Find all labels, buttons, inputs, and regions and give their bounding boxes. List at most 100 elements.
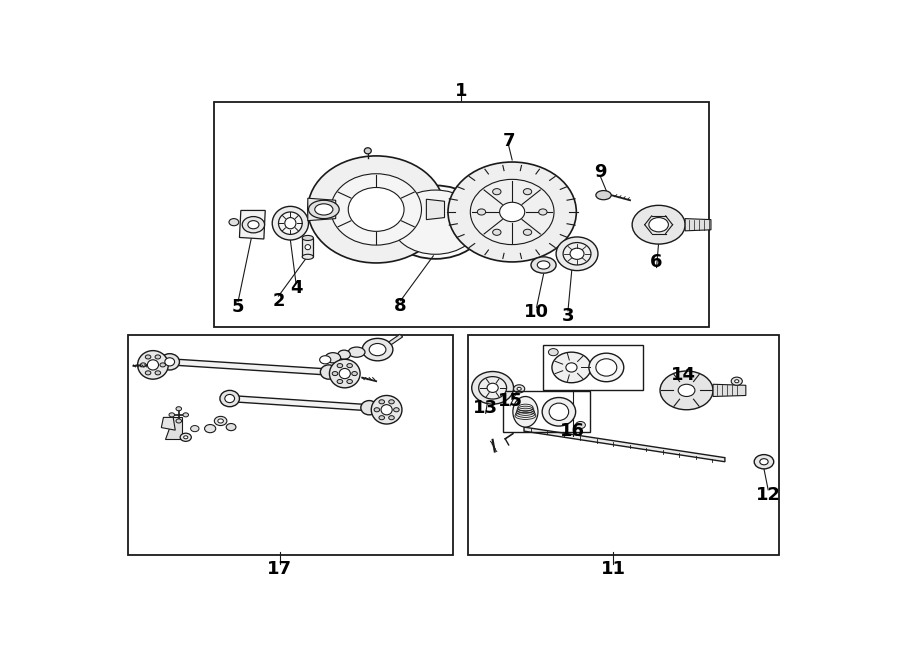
Polygon shape [170,359,328,375]
Circle shape [226,424,236,431]
Ellipse shape [284,218,296,229]
Ellipse shape [305,244,310,250]
Ellipse shape [479,377,507,399]
Circle shape [760,459,768,465]
Ellipse shape [329,359,360,388]
Circle shape [184,436,188,439]
Circle shape [392,190,480,254]
Circle shape [218,419,223,423]
Circle shape [214,416,227,426]
Circle shape [374,408,380,412]
Circle shape [229,218,238,226]
Text: 7: 7 [502,132,515,150]
Ellipse shape [556,237,598,271]
Ellipse shape [320,355,331,364]
Circle shape [754,455,774,469]
Polygon shape [427,199,445,220]
Ellipse shape [338,350,350,359]
Ellipse shape [487,383,499,393]
Ellipse shape [220,391,239,406]
Polygon shape [165,418,182,440]
Ellipse shape [531,257,556,273]
Ellipse shape [472,371,514,404]
Polygon shape [161,418,176,430]
Circle shape [242,216,265,233]
Ellipse shape [364,148,372,154]
Ellipse shape [308,156,445,263]
Ellipse shape [225,395,235,402]
Circle shape [379,400,384,404]
Circle shape [362,338,393,361]
Text: 13: 13 [473,399,499,417]
Ellipse shape [339,369,350,379]
Circle shape [160,363,166,367]
Circle shape [338,379,343,383]
Ellipse shape [596,191,611,200]
Ellipse shape [552,352,591,383]
Polygon shape [308,198,336,220]
Circle shape [338,363,343,367]
Polygon shape [713,384,746,397]
Text: 10: 10 [524,303,549,321]
Circle shape [518,387,521,391]
Polygon shape [239,211,266,239]
Polygon shape [524,427,724,462]
Ellipse shape [596,359,617,376]
Circle shape [191,426,199,432]
Ellipse shape [542,397,576,426]
Text: 1: 1 [455,81,467,100]
Ellipse shape [649,218,669,232]
Circle shape [145,371,151,375]
Circle shape [352,371,357,375]
Circle shape [492,189,501,195]
Ellipse shape [348,347,365,357]
Text: 8: 8 [394,297,407,314]
Ellipse shape [160,354,179,370]
Ellipse shape [320,365,338,379]
Text: 3: 3 [562,307,574,325]
Ellipse shape [148,360,158,370]
Ellipse shape [549,403,569,420]
Circle shape [369,344,386,355]
Circle shape [176,419,182,423]
Circle shape [576,422,585,428]
Circle shape [248,220,259,229]
Ellipse shape [381,404,392,415]
Circle shape [492,229,501,235]
Ellipse shape [566,363,577,372]
Text: 5: 5 [232,298,244,316]
Text: 15: 15 [498,392,523,410]
Ellipse shape [309,200,339,218]
Circle shape [176,406,182,410]
Text: 9: 9 [595,164,607,181]
Ellipse shape [660,371,713,410]
Ellipse shape [331,173,421,245]
Ellipse shape [537,261,550,269]
Ellipse shape [563,242,591,265]
Ellipse shape [278,212,302,234]
Circle shape [155,371,160,375]
Ellipse shape [315,204,333,215]
Ellipse shape [361,401,378,415]
Ellipse shape [589,353,624,382]
Text: 4: 4 [290,279,302,297]
Circle shape [523,189,532,195]
Circle shape [514,385,525,393]
Circle shape [389,416,394,420]
Text: 14: 14 [670,366,696,384]
Ellipse shape [302,236,313,240]
Polygon shape [230,395,369,410]
Ellipse shape [513,397,538,427]
Text: 6: 6 [651,254,662,271]
Ellipse shape [679,384,695,397]
Polygon shape [302,238,313,257]
Circle shape [379,416,384,420]
Ellipse shape [348,187,404,231]
Text: 17: 17 [267,560,293,578]
Ellipse shape [325,353,340,363]
Ellipse shape [165,357,175,366]
Circle shape [548,349,558,355]
Circle shape [183,413,188,417]
Circle shape [731,377,742,385]
Circle shape [346,363,353,367]
